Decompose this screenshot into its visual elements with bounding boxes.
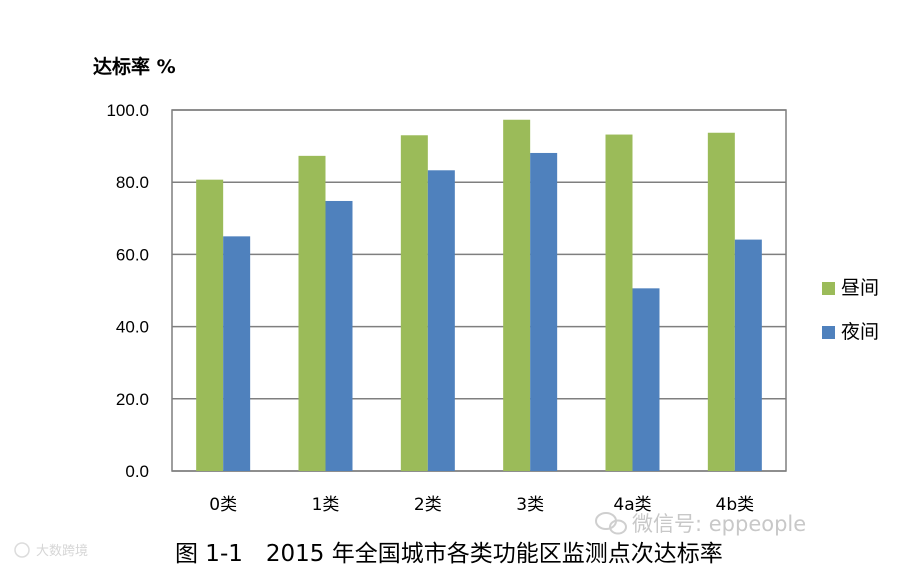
bar-夜间-3类 (530, 152, 558, 472)
figure-caption: 图 1-1 2015 年全国城市各类功能区监测点次达标率 (175, 541, 723, 567)
y-tick-labels: 0.0 20.0 40.0 60.0 80.0 100.0 (106, 101, 149, 481)
bar-昼间-3类 (503, 119, 531, 471)
bar-夜间-4a类 (632, 288, 660, 471)
bar-夜间-4b类 (734, 239, 762, 471)
legend-label: 昼间 (841, 277, 879, 299)
y-tick-label: 40.0 (116, 318, 149, 337)
bar-夜间-0类 (223, 236, 251, 471)
bars (196, 119, 762, 472)
legend-swatch (822, 282, 835, 295)
x-tick-label: 3类 (516, 495, 544, 515)
legend-swatch (822, 326, 835, 339)
bar-昼间-1类 (298, 155, 326, 472)
y-tick-label: 80.0 (116, 173, 149, 192)
wechat-watermark: 微信号: eppeople (595, 512, 806, 536)
y-tick-label: 0.0 (125, 462, 149, 481)
bar-夜间-2类 (427, 170, 455, 472)
wechat-icon (595, 512, 627, 535)
x-tick-labels: 0类 1类 2类 3类 4a类 4b类 (209, 495, 754, 515)
x-tick-label: 4b类 (716, 495, 755, 515)
x-tick-label: 4a类 (613, 495, 651, 515)
bar-昼间-4b类 (707, 132, 735, 472)
y-tick-label: 20.0 (116, 390, 149, 409)
bar-昼间-2类 (400, 135, 428, 471)
y-tick-label: 60.0 (116, 245, 149, 264)
x-tick-label: 2类 (414, 495, 442, 515)
legend-label: 夜间 (841, 321, 879, 343)
y-axis-label: 达标率 % (93, 55, 176, 78)
x-tick-label: 1类 (312, 495, 340, 515)
plot-frame (171, 109, 787, 472)
bottom-left-watermark: 大数跨境 (14, 542, 88, 559)
y-tick-label: 100.0 (106, 101, 149, 120)
bar-昼间-0类 (196, 179, 224, 471)
bar-夜间-1类 (325, 200, 353, 472)
wechat-watermark-text: 微信号: eppeople (632, 512, 806, 536)
x-tick-label: 0类 (209, 495, 237, 515)
bar-昼间-4a类 (605, 134, 633, 471)
logo-icon (14, 542, 30, 558)
gridlines (171, 109, 787, 472)
bottom-left-watermark-text: 大数跨境 (36, 544, 88, 559)
